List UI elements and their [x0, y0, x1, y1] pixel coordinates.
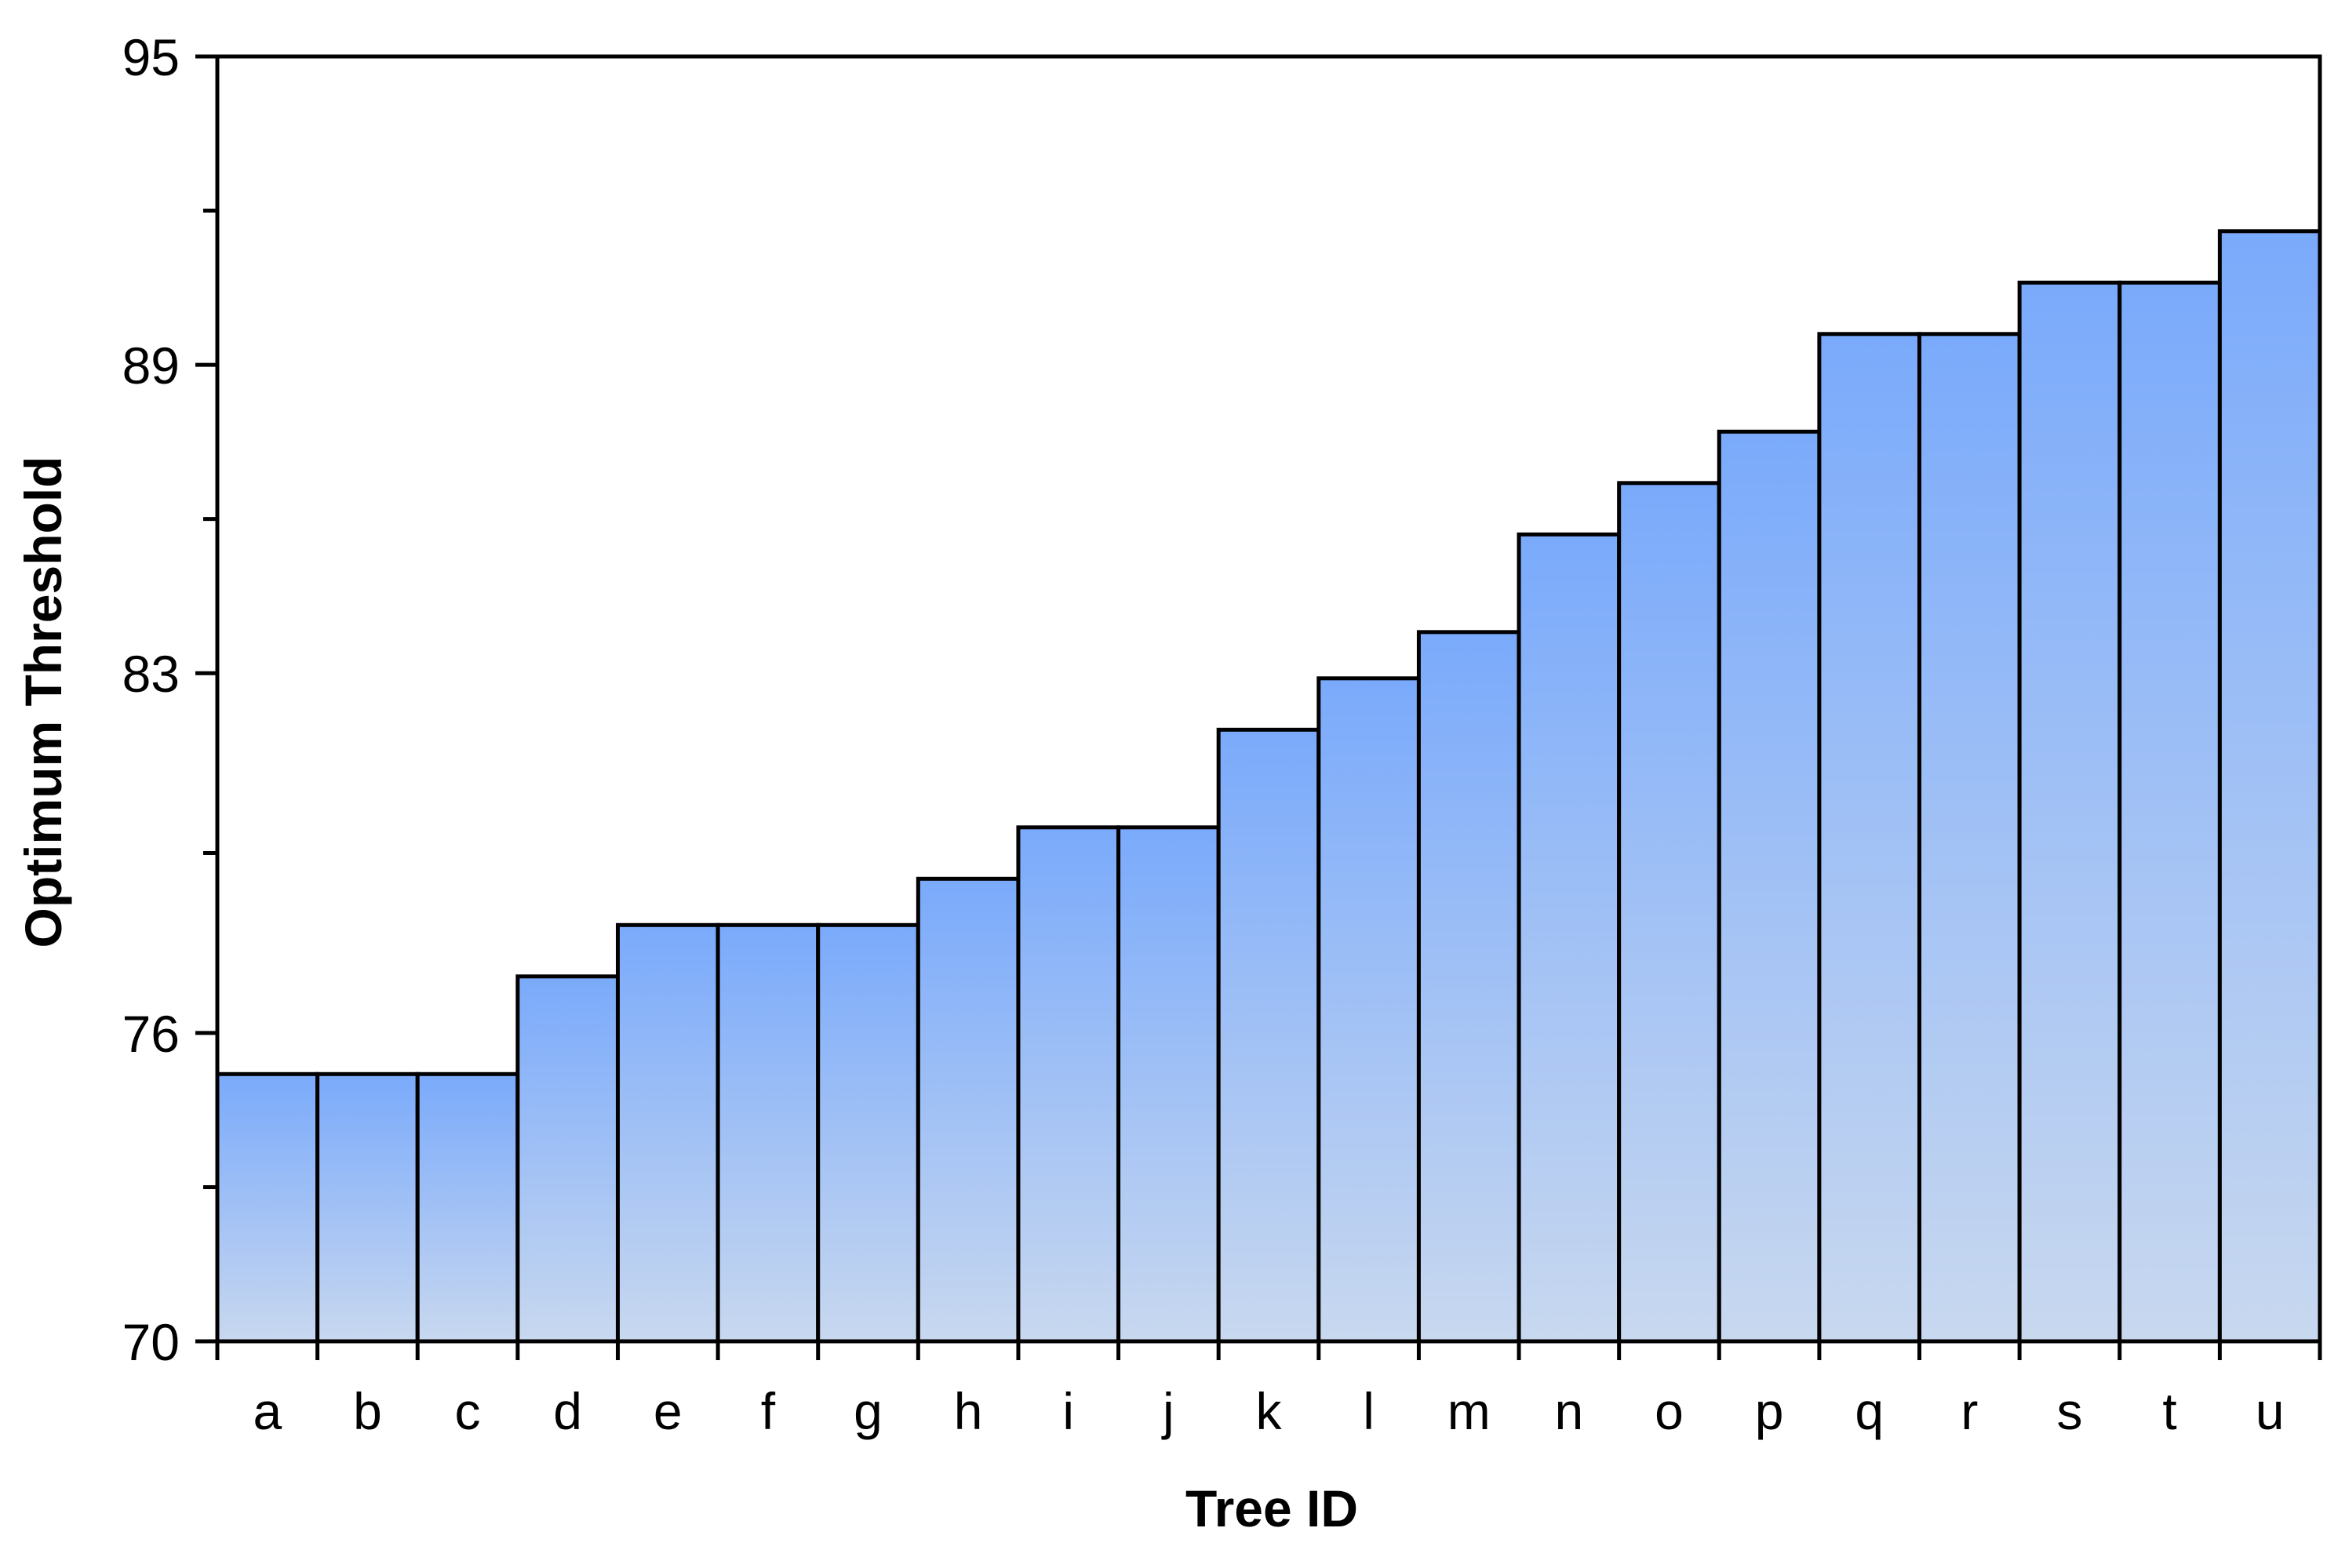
bar-n: [1517, 532, 1622, 1344]
y-tick-label: 70: [122, 1313, 180, 1371]
x-tick-label-b: b: [353, 1382, 382, 1440]
bar-c: [415, 1071, 520, 1344]
bar-a: [215, 1071, 320, 1344]
bar-p: [1717, 429, 1822, 1344]
x-tick-label-d: d: [553, 1382, 582, 1440]
x-tick-label-e: e: [654, 1382, 683, 1440]
bar-u: [2217, 229, 2322, 1344]
plot-frame: [215, 54, 2322, 1344]
x-tick-label-i: i: [1062, 1382, 1074, 1440]
x-tick-label-l: l: [1363, 1382, 1375, 1440]
x-tick-label-s: s: [2056, 1382, 2082, 1440]
x-tick-label-c: c: [455, 1382, 481, 1440]
x-tick-label-a: a: [253, 1382, 282, 1440]
x-tick-label-o: o: [1655, 1382, 1684, 1440]
bar-l: [1316, 676, 1421, 1344]
bars-layer: [215, 229, 2322, 1344]
x-tick-label-h: h: [954, 1382, 983, 1440]
bar-g: [816, 922, 920, 1344]
bar-h: [916, 876, 1021, 1344]
x-tick-label-q: q: [1855, 1382, 1884, 1440]
y-axis-title: Optimum Threshold: [14, 457, 72, 948]
labels-layer: Tree ID Optimum Threshold: [14, 457, 1358, 1538]
bar-j: [1116, 825, 1221, 1344]
bar-i: [1016, 825, 1121, 1344]
x-tick-label-g: g: [854, 1382, 883, 1440]
bar-b: [315, 1071, 420, 1344]
x-tick-label-t: t: [2162, 1382, 2176, 1440]
bar-r: [1917, 332, 2022, 1344]
bar-m: [1416, 630, 1521, 1344]
bar-e: [615, 922, 720, 1344]
bar-s: [2017, 280, 2122, 1344]
x-tick-label-j: j: [1161, 1382, 1174, 1440]
x-tick-label-p: p: [1755, 1382, 1784, 1440]
bar-k: [1216, 727, 1321, 1344]
x-tick-label-r: r: [1961, 1382, 1978, 1440]
y-tick-label: 76: [122, 1005, 180, 1063]
bar-o: [1617, 481, 1721, 1344]
bar-f: [716, 922, 821, 1344]
y-tick-label: 95: [122, 28, 180, 86]
bar-d: [515, 974, 620, 1344]
x-tick-label-k: k: [1256, 1382, 1283, 1440]
y-tick-label: 89: [122, 337, 180, 395]
bar-t: [2117, 280, 2222, 1344]
x-tick-label-n: n: [1554, 1382, 1583, 1440]
x-tick-label-u: u: [2256, 1382, 2285, 1440]
x-tick-label-m: m: [1447, 1382, 1491, 1440]
x-tick-label-f: f: [761, 1382, 776, 1440]
axes-layer: 70 76 83 89 95 a b c d e f g h i j k l m n o p q r s t u: [122, 28, 2322, 1440]
bar-q: [1817, 332, 1922, 1344]
x-axis-title: Tree ID: [1185, 1479, 1358, 1537]
y-tick-label: 83: [122, 645, 180, 703]
